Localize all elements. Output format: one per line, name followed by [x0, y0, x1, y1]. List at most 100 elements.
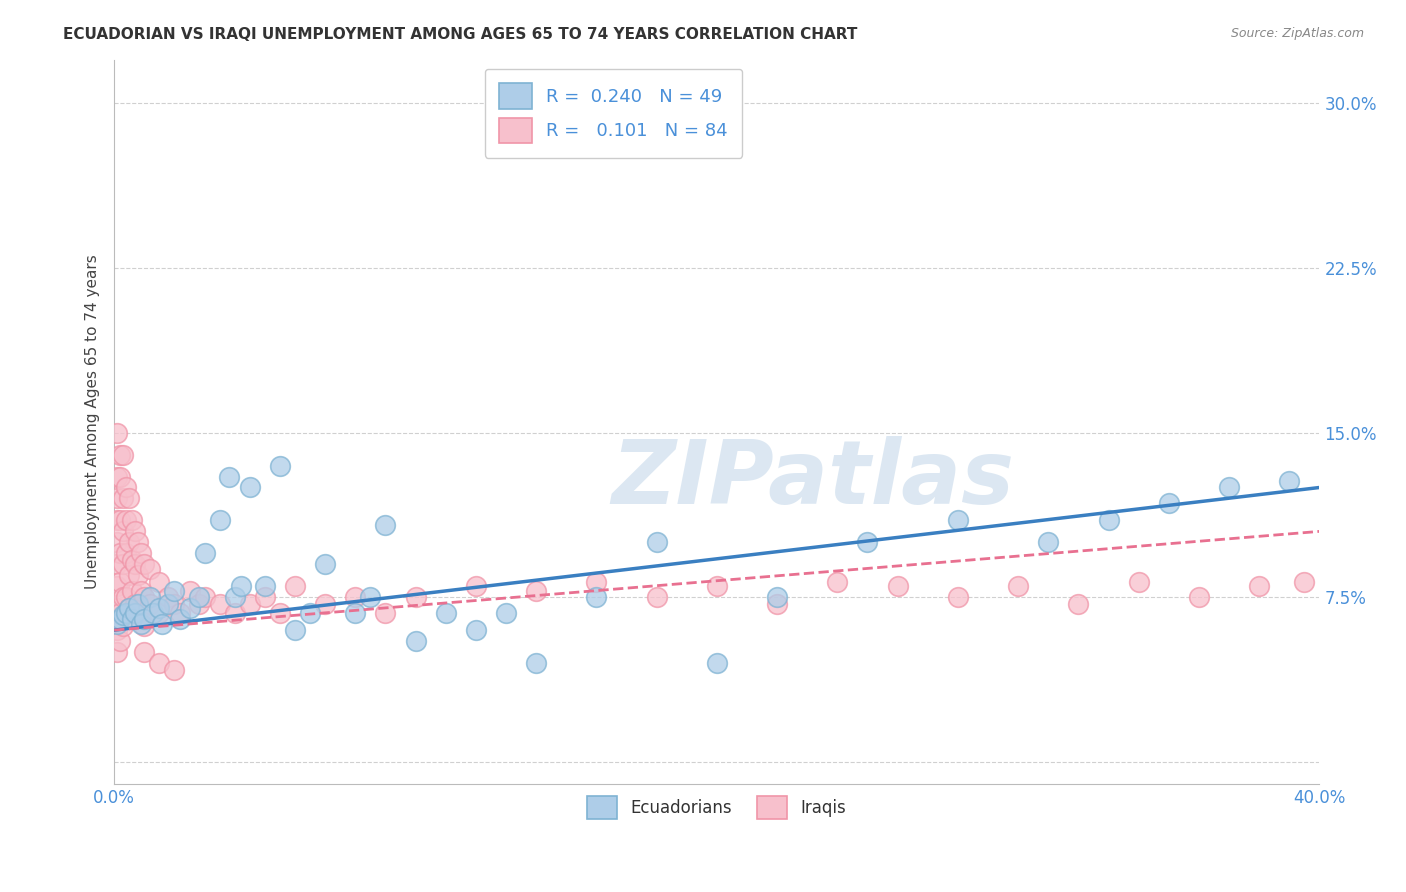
Point: [524, 583, 547, 598]
Point: [124, 597, 146, 611]
Point: [112, 619, 135, 633]
Point: [110, 612, 132, 626]
Point: [131, 616, 153, 631]
Point: [374, 517, 396, 532]
Point: [127, 597, 149, 611]
Point: [105, 513, 128, 527]
Point: [1128, 574, 1150, 589]
Point: [118, 491, 141, 506]
Point: [1278, 474, 1301, 488]
Point: [112, 607, 135, 622]
Point: [112, 591, 135, 605]
Point: [645, 535, 668, 549]
Point: [344, 606, 367, 620]
Point: [269, 606, 291, 620]
Point: [148, 574, 170, 589]
Point: [134, 591, 156, 605]
Point: [1294, 574, 1316, 589]
Point: [495, 606, 517, 620]
Point: [208, 597, 231, 611]
Point: [157, 591, 180, 605]
Point: [239, 481, 262, 495]
Point: [105, 425, 128, 440]
Point: [314, 597, 336, 611]
Point: [115, 591, 138, 605]
Point: [110, 513, 132, 527]
Point: [148, 656, 170, 670]
Point: [1038, 535, 1060, 549]
Point: [524, 656, 547, 670]
Point: [169, 612, 191, 626]
Point: [112, 448, 135, 462]
Point: [131, 583, 153, 598]
Point: [163, 597, 186, 611]
Point: [464, 623, 486, 637]
Point: [239, 597, 262, 611]
Point: [194, 591, 217, 605]
Point: [208, 513, 231, 527]
Point: [115, 513, 138, 527]
Point: [152, 616, 174, 631]
Point: [127, 568, 149, 582]
Point: [105, 579, 128, 593]
Point: [187, 597, 209, 611]
Point: [112, 524, 135, 539]
Point: [139, 591, 162, 605]
Point: [131, 546, 153, 560]
Point: [110, 546, 132, 560]
Point: [229, 579, 252, 593]
Point: [706, 656, 728, 670]
Point: [118, 601, 141, 615]
Point: [134, 558, 156, 572]
Point: [124, 606, 146, 620]
Point: [253, 591, 276, 605]
Point: [124, 558, 146, 572]
Point: [946, 591, 969, 605]
Point: [112, 491, 135, 506]
Point: [374, 606, 396, 620]
Point: [127, 606, 149, 620]
Point: [1157, 496, 1180, 510]
Point: [105, 623, 128, 637]
Point: [284, 623, 307, 637]
Point: [224, 606, 246, 620]
Point: [886, 579, 908, 593]
Point: [585, 574, 607, 589]
Point: [163, 663, 186, 677]
Point: [110, 574, 132, 589]
Legend: Ecuadorians, Iraqis: Ecuadorians, Iraqis: [581, 789, 853, 826]
Point: [142, 606, 165, 620]
Point: [1188, 591, 1211, 605]
Point: [134, 612, 156, 626]
Point: [766, 591, 789, 605]
Point: [179, 601, 201, 615]
Point: [359, 591, 381, 605]
Point: [645, 591, 668, 605]
Point: [1249, 579, 1271, 593]
Point: [1007, 579, 1029, 593]
Point: [110, 469, 132, 483]
Point: [115, 481, 138, 495]
Point: [314, 558, 336, 572]
Point: [253, 579, 276, 593]
Point: [157, 597, 180, 611]
Point: [405, 591, 427, 605]
Point: [139, 562, 162, 576]
Point: [121, 612, 143, 626]
Point: [1218, 481, 1240, 495]
Point: [163, 583, 186, 598]
Point: [946, 513, 969, 527]
Point: [105, 469, 128, 483]
Point: [405, 634, 427, 648]
Point: [169, 606, 191, 620]
Y-axis label: Unemployment Among Ages 65 to 74 years: Unemployment Among Ages 65 to 74 years: [86, 254, 100, 589]
Point: [148, 601, 170, 615]
Point: [585, 591, 607, 605]
Point: [1097, 513, 1119, 527]
Point: [284, 579, 307, 593]
Point: [112, 558, 135, 572]
Point: [118, 601, 141, 615]
Point: [105, 601, 128, 615]
Point: [856, 535, 879, 549]
Point: [105, 491, 128, 506]
